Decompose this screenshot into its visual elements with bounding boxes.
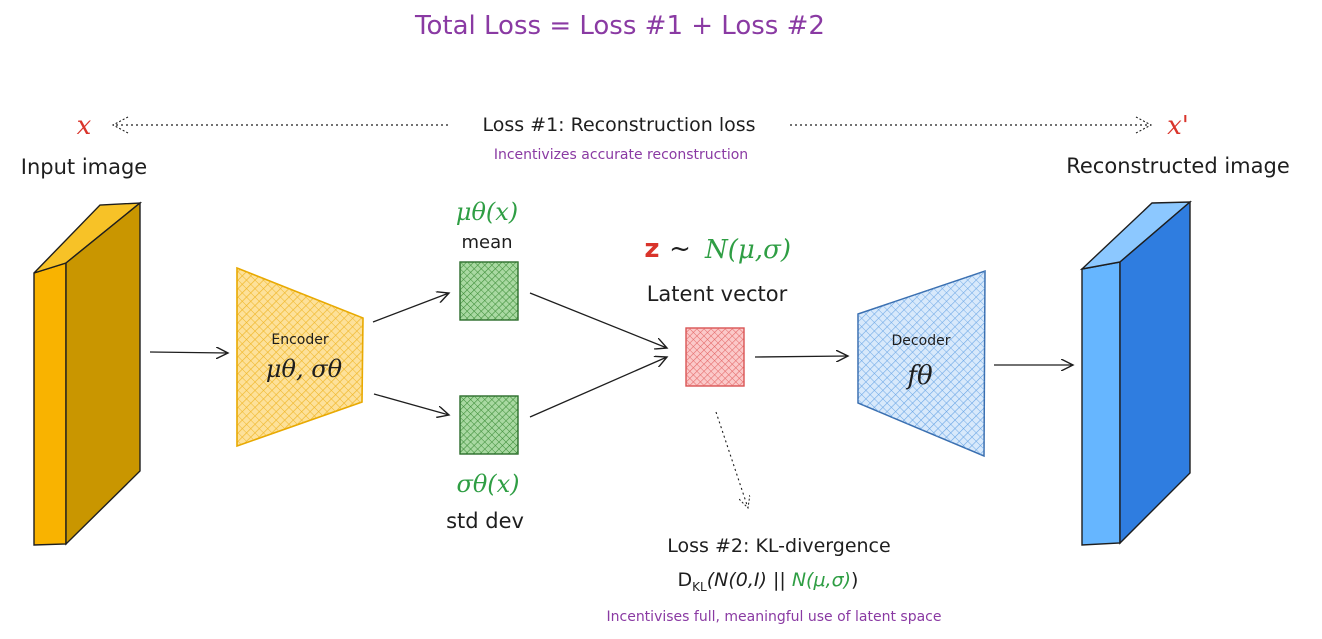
encoder-label: Encoder <box>271 332 328 348</box>
reconstructed-image-label: Reconstructed image <box>1066 154 1290 178</box>
output-symbol: x' <box>1167 111 1189 141</box>
input-image-block <box>33 201 143 546</box>
arrow-std-latent <box>529 357 667 418</box>
loss2-title: Loss #2: KL-divergence <box>667 535 890 557</box>
latent-distribution: z ~ N(μ,σ) <box>644 234 791 265</box>
latent-node <box>685 327 745 387</box>
mean-node <box>459 261 519 321</box>
mean-label: mean <box>461 232 512 253</box>
kl-d: D <box>678 569 693 591</box>
arrow-mean-latent <box>529 292 667 348</box>
total-loss-title: Total Loss = Loss #1 + Loss #2 <box>414 11 825 41</box>
latent-label: Latent vector <box>647 282 788 306</box>
encoder-params: μθ, σθ <box>266 355 343 383</box>
latent-tilde: ~ <box>669 234 691 264</box>
reconstruction-loss-arrow <box>111 116 1153 134</box>
std-node <box>459 395 519 455</box>
kl-close: ) <box>851 569 858 591</box>
loss1-title: Loss #1: Reconstruction loss <box>482 114 755 136</box>
latent-dist: N(μ,σ) <box>704 235 791 265</box>
latent-z: z <box>644 234 659 264</box>
loss1-subtitle: Incentivizes accurate reconstruction <box>494 147 748 163</box>
mean-formula: μθ(x) <box>456 198 518 226</box>
kl-subscript: KL <box>692 580 707 594</box>
arrow-latent-decoder <box>754 356 848 357</box>
decoder-block <box>857 269 986 458</box>
std-label: std dev <box>446 509 524 533</box>
kl-formula: DKL(N(0,I) || N(μ,σ)) <box>678 569 859 594</box>
std-formula: σθ(x) <box>456 470 519 498</box>
encoder-block <box>236 266 364 448</box>
arrow-input-encoder <box>149 352 228 353</box>
input-image-label: Input image <box>21 155 147 179</box>
svg-text:DKL(N(0,I) || N(μ,σ)): DKL(N(0,I) || N(μ,σ)) <box>678 569 859 594</box>
arrow-latent-kl <box>715 411 748 508</box>
loss2-subtitle: Incentivises full, meaningful use of lat… <box>607 609 942 625</box>
decoder-label: Decoder <box>892 333 951 349</box>
arrow-encoder-std <box>373 393 449 415</box>
reconstructed-image-block <box>1079 200 1192 546</box>
arrow-encoder-mean <box>372 293 449 323</box>
input-symbol: x <box>77 111 92 141</box>
decoder-params: fθ <box>905 361 933 391</box>
kl-prior: (N(0,I) || <box>707 569 792 591</box>
kl-posterior: N(μ,σ) <box>792 569 851 591</box>
